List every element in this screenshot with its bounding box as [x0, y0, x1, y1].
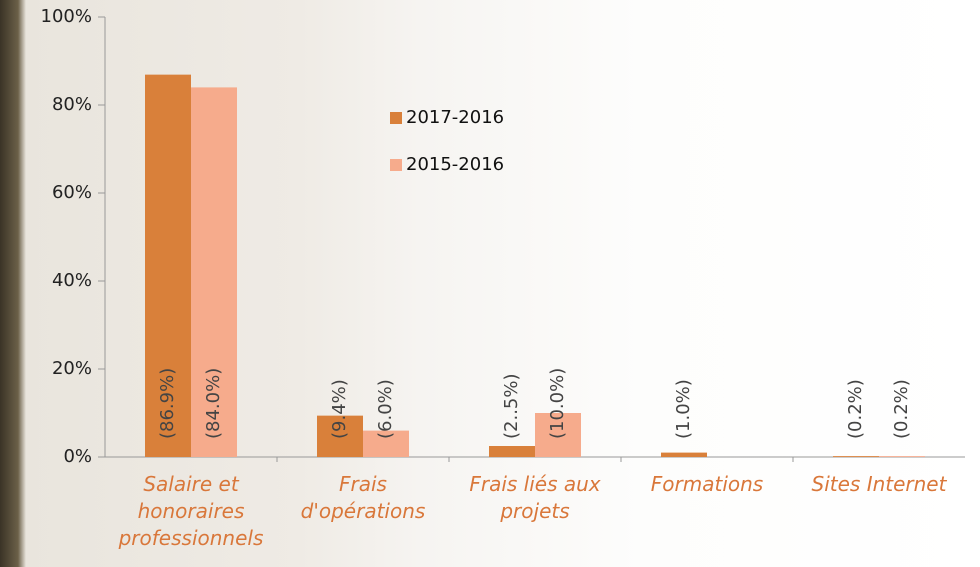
value-label: (84.0%) — [203, 368, 224, 439]
value-label: (1.0%) — [673, 379, 694, 439]
value-label: (6.0%) — [375, 379, 396, 439]
bar — [191, 87, 237, 458]
x-tick-label: Sites Internet — [811, 472, 947, 496]
bar — [661, 452, 707, 457]
bar — [535, 413, 581, 457]
value-label: (0.2%) — [845, 379, 866, 439]
bar — [879, 456, 925, 457]
legend-swatch — [390, 112, 402, 124]
value-label: (0.2%) — [891, 379, 912, 439]
x-tick-label: Salaire et honoraires professionnels — [118, 472, 264, 550]
bar — [489, 446, 535, 457]
value-label: (10.0%) — [547, 368, 568, 439]
y-tick-label: 20% — [52, 358, 92, 379]
y-tick-label: 80% — [52, 94, 92, 115]
x-tick-label: Formations — [650, 472, 764, 496]
value-label: (9.4%) — [329, 379, 350, 439]
bar — [317, 415, 363, 457]
value-label: (86.9%) — [157, 368, 178, 439]
y-tick-label: 0% — [63, 446, 92, 467]
x-tick-label: Frais d'opérations — [300, 472, 426, 523]
bar — [833, 456, 879, 457]
legend-label: 2017-2016 — [406, 107, 504, 128]
value-label: (2..5%) — [501, 374, 522, 440]
bar — [363, 430, 409, 457]
y-tick-label: 100% — [41, 6, 92, 27]
bar — [145, 74, 191, 457]
y-tick-label: 60% — [52, 182, 92, 203]
legend-swatch — [390, 159, 402, 171]
x-tick-label: Frais liés aux projets — [469, 472, 601, 523]
legend-label: 2015-2016 — [406, 154, 504, 175]
y-tick-label: 40% — [52, 270, 92, 291]
